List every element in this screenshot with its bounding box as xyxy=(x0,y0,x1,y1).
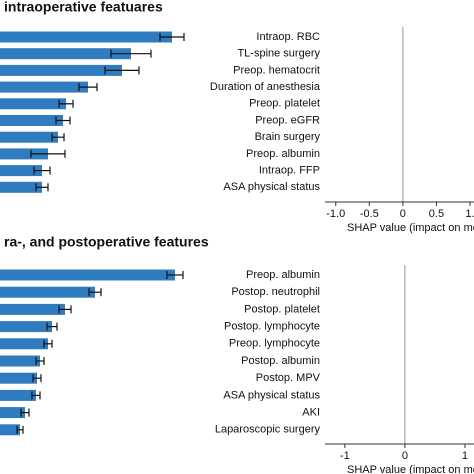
bar xyxy=(0,372,37,384)
x-tick-label: -0.5 xyxy=(360,208,379,220)
feature-label: Preop. albumin xyxy=(246,148,320,160)
bar xyxy=(0,165,42,177)
feature-label: Postop. albumin xyxy=(241,355,320,367)
feature-label: Postop. platelet xyxy=(244,303,320,315)
error-bar xyxy=(35,357,45,365)
x-tick-label: 1. xyxy=(465,208,474,220)
error-bar xyxy=(33,166,51,175)
x-tick-label: 0 xyxy=(400,208,406,220)
feature-label: Intraop. RBC xyxy=(256,31,320,43)
bar xyxy=(0,131,58,143)
error-bar xyxy=(46,322,58,331)
bar xyxy=(0,181,42,193)
chart-title: ra-, and postoperative features xyxy=(4,234,209,250)
bar xyxy=(0,148,48,160)
feature-label: Preop. platelet xyxy=(249,98,320,110)
x-tick-label: -1 xyxy=(340,450,350,462)
x-axis-label: SHAP value (impact on mo xyxy=(347,464,474,474)
error-bar xyxy=(16,425,24,434)
bar xyxy=(0,338,48,350)
feature-label: Laparoscopic surgery xyxy=(215,424,321,436)
error-bar xyxy=(43,339,53,348)
error-bar xyxy=(166,271,184,279)
feature-label: Brain surgery xyxy=(255,131,321,143)
error-bar xyxy=(104,66,140,75)
bar xyxy=(0,64,122,76)
feature-label: Preop. lymphocyte xyxy=(229,338,320,350)
x-tick-label: 0.5 xyxy=(429,208,444,220)
error-bar xyxy=(88,288,102,297)
feature-label: Postop. neutrophil xyxy=(231,286,320,298)
error-bar xyxy=(58,305,72,314)
bar xyxy=(0,269,175,281)
bar xyxy=(0,115,63,126)
error-bar xyxy=(35,183,49,192)
error-bar xyxy=(110,49,152,58)
bar xyxy=(0,424,20,436)
feature-label: Intraop. FFP xyxy=(259,165,320,177)
feature-label: Postop. lymphocyte xyxy=(224,321,320,333)
bar xyxy=(0,389,36,401)
x-tick-label: 1 xyxy=(462,450,468,462)
bar xyxy=(0,321,52,333)
error-bar xyxy=(31,391,41,400)
feature-label: Postop. MPV xyxy=(256,372,321,384)
bar xyxy=(0,48,131,60)
bar xyxy=(0,31,172,43)
x-tick-label: -1.0 xyxy=(326,208,345,220)
feature-label: Duration of anesthesia xyxy=(210,81,321,93)
error-bar xyxy=(32,374,42,383)
x-axis-label: SHAP value (impact on mo xyxy=(347,222,474,234)
bar xyxy=(0,286,95,298)
error-bar xyxy=(51,133,65,142)
error-bar xyxy=(55,116,71,125)
bar xyxy=(0,407,25,419)
error-bar xyxy=(30,149,66,158)
bar xyxy=(0,303,65,315)
bar xyxy=(0,81,88,93)
feature-label: Preop. hematocrit xyxy=(233,64,320,76)
feature-label: AKI xyxy=(302,407,320,419)
bar xyxy=(0,98,66,110)
feature-label: Preop. eGFR xyxy=(255,114,320,126)
x-tick-label: 0 xyxy=(402,450,408,462)
chart-title: intraoperative featuares xyxy=(4,0,163,15)
error-bar xyxy=(159,33,185,41)
feature-label: ASA physical status xyxy=(223,389,320,401)
bar xyxy=(0,355,40,367)
feature-label: ASA physical status xyxy=(223,181,320,193)
error-bar xyxy=(20,408,30,417)
error-bar xyxy=(58,99,74,108)
feature-label: TL-spine surgery xyxy=(237,48,320,60)
feature-label: Preop. albumin xyxy=(246,269,320,281)
error-bar xyxy=(78,83,98,92)
